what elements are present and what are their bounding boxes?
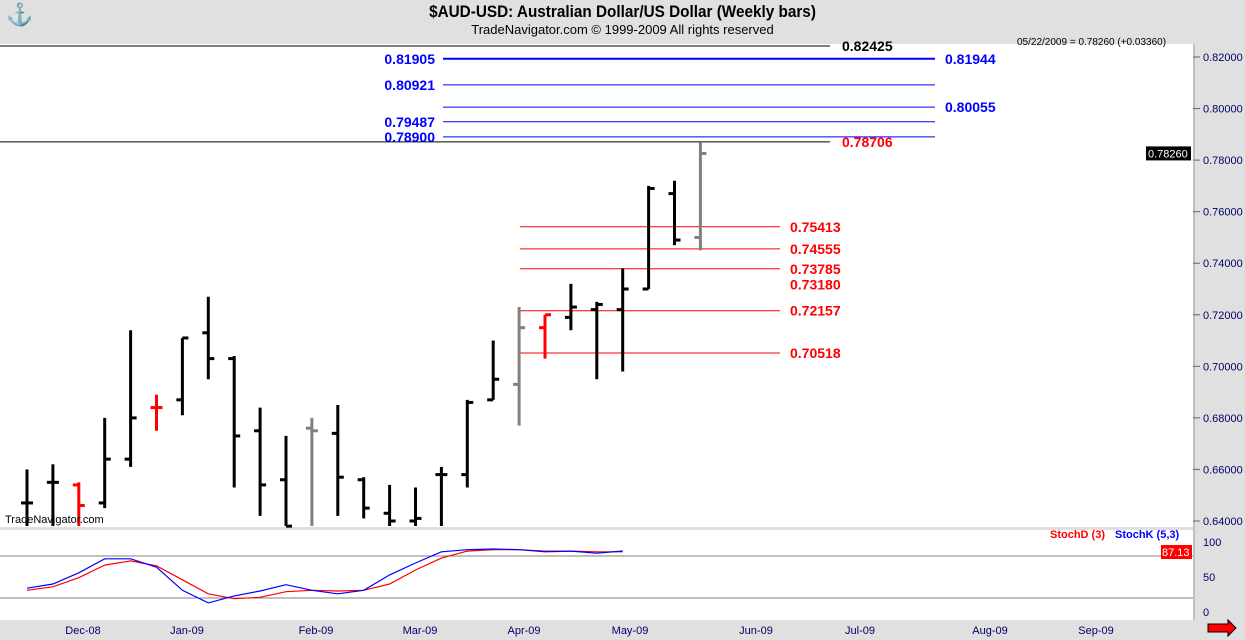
price-bar xyxy=(461,399,474,488)
y-tick-label: 0.72000 xyxy=(1203,310,1243,322)
level-label: 0.75413 xyxy=(790,219,841,235)
level-label: 0.73785 xyxy=(790,261,841,277)
y-tick-label: 100 xyxy=(1203,537,1221,549)
price-bar xyxy=(254,407,267,516)
x-tick-label: Jan-09 xyxy=(170,625,204,637)
price-bar xyxy=(590,301,603,380)
y-tick-label: 0 xyxy=(1203,607,1209,619)
last-stoch-label: 87.13 xyxy=(1162,547,1190,559)
price-bar xyxy=(357,477,370,519)
price-bar xyxy=(228,356,241,488)
level-label: 0.79487 xyxy=(384,114,435,130)
level-label: 0.73180 xyxy=(790,276,841,292)
x-tick-label: Jul-09 xyxy=(845,625,875,637)
y-tick-label: 0.80000 xyxy=(1203,104,1243,116)
last-price-label: 0.78260 xyxy=(1148,148,1188,160)
y-tick-label: 50 xyxy=(1203,572,1215,584)
price-bar xyxy=(642,185,655,291)
price-bar xyxy=(98,417,111,509)
x-tick-label: Mar-09 xyxy=(403,625,438,637)
price-bar xyxy=(150,394,163,431)
level-label: 0.78900 xyxy=(384,129,435,145)
x-tick-label: Feb-09 xyxy=(299,625,334,637)
chart-subtitle: TradeNavigator.com © 1999-2009 All right… xyxy=(471,22,774,37)
price-bar xyxy=(564,283,577,331)
price-bar xyxy=(539,313,551,359)
y-tick-label: 0.74000 xyxy=(1203,258,1243,270)
level-label: 0.74555 xyxy=(790,241,841,257)
legend-stochd: StochD (3) xyxy=(1050,529,1105,541)
price-bar xyxy=(409,487,422,526)
last-stoch-box xyxy=(1161,545,1192,560)
level-label: 0.70518 xyxy=(790,345,841,361)
y-tick-label: 0.76000 xyxy=(1203,207,1243,219)
level-label: 0.82425 xyxy=(842,38,893,54)
level-label: 0.78706 xyxy=(842,134,893,150)
chart-title: $AUD-USD: Australian Dollar/US Dollar (W… xyxy=(429,2,816,21)
x-tick-label: Dec-08 xyxy=(65,625,100,637)
level-label: 0.80055 xyxy=(945,99,996,115)
last-price-box xyxy=(1146,146,1191,161)
x-tick-label: May-09 xyxy=(612,625,649,637)
x-tick-label: Sep-09 xyxy=(1078,625,1113,637)
quote-readout: 05/22/2009 = 0.78260 (+0.03360) xyxy=(1017,37,1166,48)
price-bar xyxy=(305,417,318,526)
legend-stochk: StochK (5,3) xyxy=(1115,529,1180,541)
stoch-line xyxy=(26,548,623,604)
x-tick-label: Aug-09 xyxy=(972,625,1007,637)
level-label: 0.72157 xyxy=(790,303,841,319)
price-bar xyxy=(435,466,448,526)
price-bar xyxy=(124,330,137,467)
price-bar xyxy=(21,469,33,526)
y-tick-label: 0.82000 xyxy=(1203,52,1243,64)
y-tick-label: 0.68000 xyxy=(1203,413,1243,425)
watermark: TradeNavigator.com xyxy=(5,514,104,526)
price-bar xyxy=(280,435,292,528)
stoch-panel xyxy=(0,530,1193,620)
y-tick-label: 0.70000 xyxy=(1203,361,1243,373)
x-tick-label: Apr-09 xyxy=(507,625,540,637)
price-bar xyxy=(668,180,681,246)
scroll-right-arrow-icon[interactable] xyxy=(1207,618,1237,638)
price-bar xyxy=(72,482,85,526)
logo-icon: ⚓ xyxy=(6,2,34,27)
price-bar xyxy=(46,464,59,526)
price-bar xyxy=(694,142,707,251)
x-tick-label: Jun-09 xyxy=(739,625,773,637)
price-bar xyxy=(176,336,189,416)
y-tick-label: 0.78000 xyxy=(1203,155,1243,167)
price-bar xyxy=(383,484,396,526)
price-bar xyxy=(616,268,629,372)
price-bar xyxy=(513,307,526,426)
price-bar xyxy=(202,296,215,380)
level-label: 0.80921 xyxy=(384,77,435,93)
y-tick-label: 0.66000 xyxy=(1203,464,1243,476)
price-bar xyxy=(331,405,344,516)
price-bar xyxy=(487,340,500,402)
level-label: 0.81944 xyxy=(945,51,996,67)
axis-line xyxy=(1193,44,1195,620)
y-tick-label: 0.64000 xyxy=(1203,516,1243,528)
price-panel xyxy=(0,44,1193,527)
level-label: 0.81905 xyxy=(384,51,435,67)
